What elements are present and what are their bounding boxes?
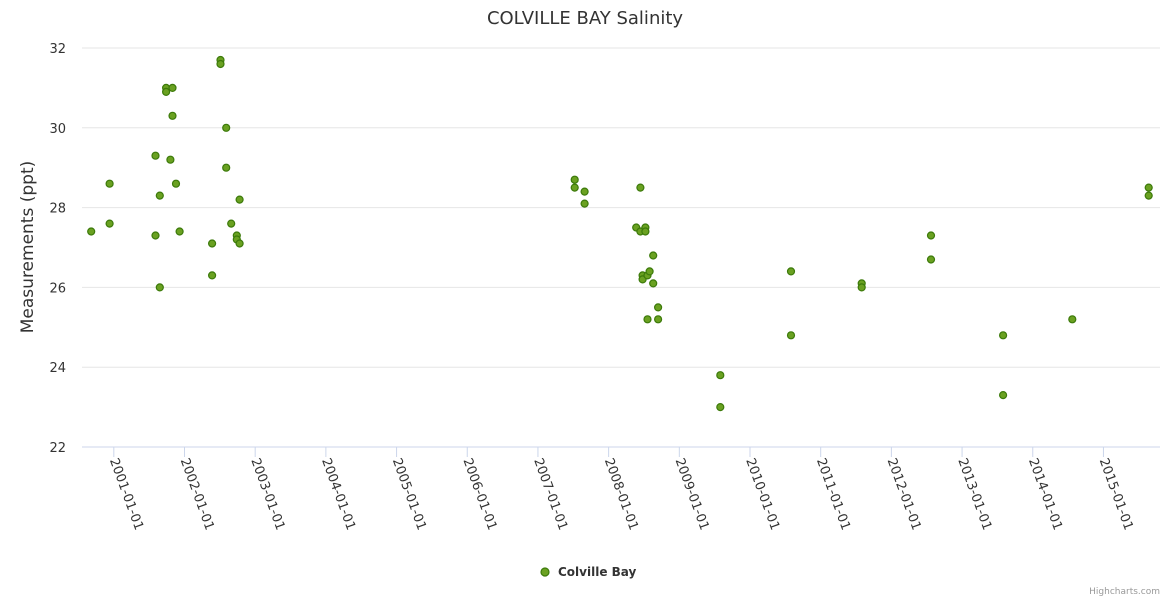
x-tick-label: 2006-01-01 [459, 456, 499, 532]
data-point[interactable] [171, 179, 181, 188]
data-point[interactable] [168, 111, 177, 120]
data-point[interactable] [653, 303, 663, 312]
data-point[interactable] [175, 227, 184, 236]
data-point[interactable] [570, 183, 579, 192]
data-point[interactable] [716, 403, 725, 412]
y-tick-label: 30 [49, 122, 66, 137]
y-axis-title: Measurements (ppt) [18, 161, 38, 333]
credits-link[interactable]: Highcharts.com [1089, 587, 1160, 597]
x-tick-label: 2001-01-01 [106, 456, 146, 532]
data-point[interactable] [155, 191, 164, 200]
data-point[interactable] [998, 391, 1008, 400]
grid-lines [82, 47, 1160, 368]
data-point[interactable] [716, 371, 725, 380]
data-point[interactable] [643, 315, 652, 324]
data-point[interactable] [580, 187, 589, 196]
data-point[interactable] [570, 175, 579, 184]
y-tick-label: 24 [49, 361, 66, 376]
y-tick-label: 28 [49, 202, 66, 217]
y-tick-label: 32 [49, 42, 66, 57]
data-point[interactable] [580, 199, 589, 208]
x-tick-label: 2011-01-01 [813, 456, 853, 532]
data-point[interactable] [166, 155, 175, 164]
data-point[interactable] [998, 331, 1008, 340]
x-tick-label: 2002-01-01 [177, 456, 217, 532]
legend[interactable]: Colville Bay [540, 565, 637, 579]
data-point[interactable] [227, 219, 236, 228]
data-point[interactable] [151, 151, 160, 160]
chart-title: COLVILLE BAY Salinity [487, 8, 683, 29]
data-point[interactable] [926, 255, 936, 264]
y-tick-label: 26 [49, 281, 66, 296]
data-point[interactable] [649, 279, 658, 288]
data-point[interactable] [857, 283, 866, 292]
x-tick-label: 2013-01-01 [954, 456, 994, 532]
x-tick-label: 2007-01-01 [530, 456, 570, 532]
data-point[interactable] [786, 267, 796, 276]
series-colville-bay[interactable] [87, 55, 1153, 412]
y-axis: 22 24 26 28 30 32 [49, 42, 66, 456]
legend-marker-icon[interactable] [540, 567, 550, 577]
y-tick-label: 22 [49, 441, 66, 456]
x-tick-label: 2003-01-01 [247, 456, 287, 532]
x-tick-label: 2015-01-01 [1096, 456, 1136, 532]
data-point[interactable] [235, 239, 244, 248]
x-tick-label: 2012-01-01 [884, 456, 924, 532]
data-point[interactable] [208, 271, 217, 280]
data-point[interactable] [168, 83, 177, 93]
x-tick-label: 2009-01-01 [672, 456, 712, 532]
data-point[interactable] [105, 179, 114, 188]
data-point[interactable] [653, 315, 663, 324]
x-axis: 2001-01-01 2002-01-01 2003-01-01 2004-01-01… [82, 446, 1160, 532]
x-tick-label: 2014-01-01 [1025, 456, 1065, 532]
data-point[interactable] [151, 231, 160, 240]
data-point[interactable] [645, 267, 654, 276]
data-point[interactable] [208, 239, 217, 248]
x-tick-label: 2008-01-01 [601, 456, 641, 532]
x-tick-label: 2004-01-01 [318, 456, 358, 532]
data-point[interactable] [87, 227, 96, 236]
legend-item-colville-bay[interactable]: Colville Bay [558, 565, 637, 579]
x-tick-label: 2010-01-01 [742, 456, 782, 532]
data-point[interactable] [222, 163, 231, 172]
data-point[interactable] [105, 219, 114, 228]
data-point[interactable] [235, 195, 244, 204]
data-point[interactable] [155, 283, 164, 292]
data-point[interactable] [641, 227, 650, 236]
data-point[interactable] [216, 59, 225, 69]
data-point[interactable] [786, 331, 796, 340]
data-point[interactable] [162, 87, 171, 97]
data-point[interactable] [1144, 183, 1153, 192]
x-tick-label: 2005-01-01 [389, 456, 429, 532]
data-point[interactable] [649, 251, 658, 260]
data-point[interactable] [222, 123, 231, 132]
data-point[interactable] [1068, 315, 1077, 324]
data-point[interactable] [1144, 191, 1153, 200]
data-point[interactable] [926, 231, 936, 240]
data-point[interactable] [636, 183, 645, 192]
